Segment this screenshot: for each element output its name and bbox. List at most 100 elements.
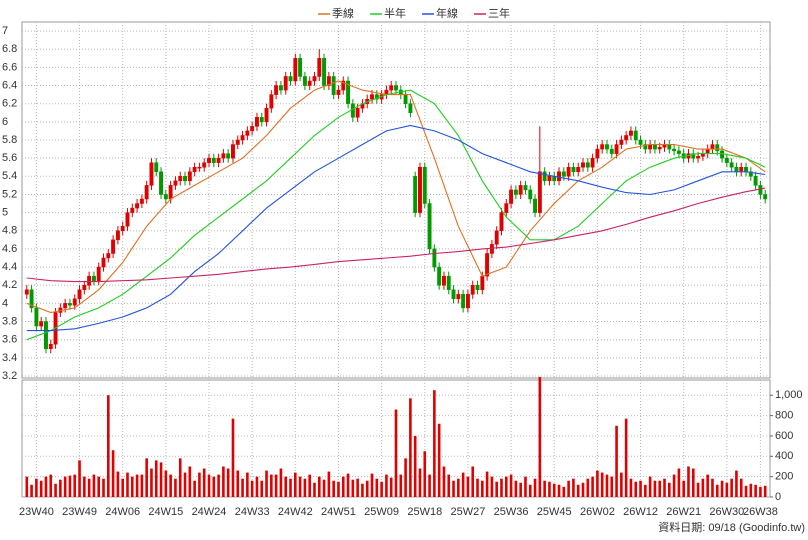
candle-body (192, 166, 197, 173)
volume-bar (207, 474, 211, 497)
candle-body (312, 76, 317, 82)
y-tick-label: 7 (2, 25, 8, 37)
volume-bar (668, 482, 671, 497)
candle-body (489, 244, 494, 254)
y-tick-label: 5.2 (2, 188, 17, 200)
candle-body (44, 321, 48, 350)
volume-bar (739, 478, 743, 497)
candle-body (374, 94, 379, 100)
volume-bar (754, 484, 757, 497)
volume-bar (35, 478, 38, 497)
x-tick-label: 24W42 (278, 506, 313, 518)
volume-bar (481, 480, 484, 497)
candle-body (317, 58, 322, 77)
candle-body (576, 166, 581, 173)
candle-body (537, 171, 542, 213)
y-tick-label: 4.4 (2, 261, 17, 273)
volume-bar (270, 474, 273, 497)
y2-tick-label: 800 (775, 410, 793, 422)
legend-label: 季線 (332, 6, 354, 20)
volume-bar (567, 480, 570, 497)
volume-bar (562, 486, 566, 497)
candle-body (63, 303, 68, 309)
x-tick-label: 25W45 (537, 506, 572, 518)
candle-body (197, 166, 202, 169)
candle-body (557, 171, 561, 182)
volume-bar (610, 476, 614, 497)
candle-body (39, 321, 44, 327)
candle-body (269, 94, 274, 109)
volume-bar (265, 470, 268, 497)
x-tick-label: 25W09 (364, 506, 399, 518)
candle-body (283, 76, 288, 91)
volume-bar (183, 472, 187, 497)
candle-body (341, 80, 346, 91)
x-tick-label: 26W12 (623, 506, 658, 518)
candle-body (144, 185, 149, 200)
volume-bar (193, 480, 196, 497)
candle-body (149, 162, 154, 186)
volume-bar (504, 476, 508, 497)
candle-body (254, 117, 259, 127)
candle-body (101, 257, 106, 268)
volume-bar (461, 472, 465, 497)
volume-bar (389, 477, 393, 497)
candle-body (278, 85, 283, 91)
candle-body (739, 166, 744, 173)
candle-body (355, 107, 360, 118)
volume-bar (653, 480, 657, 497)
candle-body (561, 171, 566, 177)
volume-bar (59, 479, 62, 497)
volume-bar (528, 484, 532, 497)
candle-body (259, 117, 264, 123)
legend-label: 半年 (384, 6, 406, 20)
volume-bar (274, 474, 278, 497)
candle-body (34, 307, 39, 327)
volume-bar (246, 472, 249, 497)
volume-bar (346, 473, 350, 497)
volume-bar (25, 476, 29, 497)
volume-bar (260, 480, 264, 497)
volume-bar (164, 470, 168, 497)
candle-body (274, 85, 279, 95)
candle-body (657, 147, 662, 150)
candle-body (720, 150, 725, 159)
candle-body (240, 135, 245, 141)
volume-bar (543, 480, 546, 497)
candle-body (408, 103, 413, 114)
candle-body (763, 194, 768, 200)
volume-bar (701, 478, 705, 497)
candle-body (226, 153, 231, 159)
volume-bar (696, 482, 700, 497)
candle-body (432, 248, 437, 268)
y-tick-label: 5.4 (2, 170, 17, 182)
x-tick-label: 23W49 (62, 506, 97, 518)
volume-bar (711, 478, 714, 497)
candle-body (96, 266, 101, 281)
y-tick-label: 3.8 (2, 315, 17, 327)
candle-body (748, 171, 753, 177)
volume-bar (495, 481, 498, 497)
candle-body (159, 171, 164, 195)
candle-body (125, 212, 130, 227)
volume-bar (217, 474, 220, 497)
volume-bar (557, 484, 561, 497)
candle-body (600, 144, 605, 150)
volume-bar (83, 476, 86, 497)
volume-bar (576, 484, 580, 497)
volume-bar (596, 470, 599, 497)
y-tick-label: 3.4 (2, 352, 17, 364)
candle-body (480, 275, 485, 291)
candle-body (130, 207, 135, 213)
volume-bar (279, 468, 283, 497)
x-tick-label: 26W30 (709, 506, 744, 518)
y-tick-label: 6.6 (2, 61, 17, 73)
volume-bar (298, 476, 302, 497)
volume-bar (538, 376, 542, 497)
volume-bar (533, 478, 537, 497)
volume-bar (457, 478, 460, 497)
volume-bar (629, 478, 633, 497)
volume-bar (370, 473, 374, 497)
